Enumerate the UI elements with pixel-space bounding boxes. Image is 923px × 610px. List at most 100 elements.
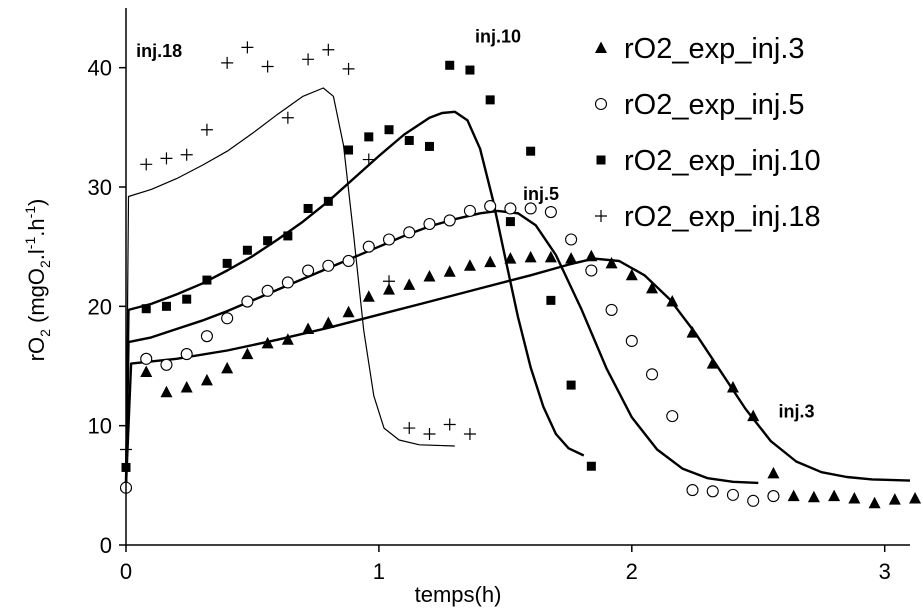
data-point-square — [263, 236, 273, 246]
y-axis-ticks: 0 10 20 30 40 — [88, 56, 126, 558]
y-tick-label: 40 — [88, 56, 112, 81]
y-tick-label: 20 — [88, 294, 112, 319]
data-point-square — [384, 125, 394, 135]
data-point-triangle — [200, 373, 213, 386]
axes: 0 10 20 30 40 0 1 2 3 — [88, 8, 910, 584]
data-point-circle — [342, 254, 355, 268]
data-point-circle — [322, 259, 335, 272]
data-point-circle — [423, 217, 436, 231]
data-point-plus — [383, 275, 396, 288]
data-point-plus — [241, 41, 254, 54]
data-point-plus — [443, 418, 456, 431]
y-tick-label: 30 — [88, 175, 112, 200]
annotation-label: inj.3 — [778, 401, 814, 421]
model-curve-inj-10 — [124, 110, 585, 486]
data-point-circle — [544, 206, 557, 219]
data-point-triangle — [362, 290, 375, 302]
data-point-triangle — [342, 305, 355, 318]
curve-annotations: inj.18 inj.10 inj.5 inj.3 — [136, 27, 814, 422]
data-point-circle — [706, 485, 719, 498]
data-point-triangle — [221, 361, 234, 374]
model-curve-inj-3 — [124, 257, 911, 486]
data-point-circle — [565, 233, 578, 246]
series-triangle — [120, 249, 922, 509]
data-point-circle — [241, 295, 254, 308]
data-point-square — [364, 132, 374, 142]
data-point-triangle — [646, 281, 659, 294]
x-tick-label: 0 — [120, 559, 132, 584]
data-point-plus — [221, 56, 234, 69]
data-point-circle — [504, 202, 517, 215]
model-curve-inj-5 — [124, 209, 759, 486]
y-axis-title-close: ) — [24, 199, 49, 206]
data-point-circle — [625, 334, 638, 347]
data-point-triangle — [383, 283, 396, 295]
y-axis-title-unit: (mgO — [24, 268, 49, 329]
data-point-triangle — [180, 380, 193, 393]
data-point-circle — [200, 330, 213, 343]
legend-label: rO2_exp_inj.18 — [624, 201, 821, 233]
data-point-square — [202, 275, 212, 285]
data-point-triangle — [706, 357, 719, 369]
data-point-plus — [302, 53, 315, 66]
data-point-triangle — [686, 326, 699, 338]
y-axis-title-sup2: -1 — [22, 206, 38, 219]
legend-item: rO2_exp_inj.5 — [594, 89, 805, 121]
data-point-circle — [463, 204, 476, 217]
x-axis-title: temps(h) — [415, 582, 502, 607]
data-point-square — [303, 203, 313, 213]
data-point-circle — [666, 410, 679, 423]
data-point-square — [424, 141, 434, 151]
data-point-circle — [403, 226, 416, 239]
x-tick-label: 3 — [879, 559, 891, 584]
data-point-circle — [585, 264, 598, 277]
legend-marker-circle — [594, 97, 608, 111]
data-point-triangle — [585, 249, 598, 262]
data-point-triangle — [322, 316, 335, 329]
legend-item: rO2_exp_inj.10 — [596, 145, 821, 177]
plot-area: inj.18 inj.10 inj.5 inj.3 — [119, 27, 922, 509]
data-point-triangle — [868, 496, 881, 509]
data-point-triangle — [828, 489, 841, 502]
data-point-square — [404, 135, 414, 145]
y-axis-title-mid: .h — [24, 218, 49, 236]
data-point-triangle — [747, 409, 760, 422]
y-axis-title-unit-sub: 2 — [37, 260, 53, 268]
data-point-plus — [403, 422, 416, 435]
model-curve-inj-18 — [125, 87, 455, 486]
data-point-circle — [686, 484, 699, 497]
data-point-triangle — [524, 250, 537, 263]
data-point-plus — [140, 158, 153, 171]
data-point-square — [526, 146, 536, 156]
data-point-square — [242, 245, 252, 255]
legend-marker-plus — [595, 210, 607, 222]
data-point-triangle — [888, 493, 901, 505]
data-point-triangle — [848, 491, 861, 504]
y-tick-label: 10 — [88, 414, 112, 439]
data-point-square — [505, 217, 515, 227]
data-point-plus — [423, 428, 436, 441]
data-point-triangle — [281, 333, 294, 345]
data-point-triangle — [544, 250, 557, 263]
data-point-square — [445, 60, 455, 70]
data-point-triangle — [767, 466, 780, 479]
x-tick-label: 2 — [626, 559, 638, 584]
data-point-plus — [261, 60, 274, 73]
legend-marker-square — [596, 155, 606, 165]
data-point-circle — [281, 276, 294, 289]
data-point-triangle — [504, 252, 517, 264]
data-point-triangle — [261, 336, 274, 349]
data-point-square — [283, 231, 293, 241]
data-point-triangle — [605, 256, 618, 269]
data-point-triangle — [565, 252, 578, 264]
data-point-plus — [463, 428, 476, 441]
annotation-label: inj.10 — [475, 27, 521, 47]
y-axis-title-sup1: -1 — [22, 237, 38, 250]
x-axis-ticks: 0 1 2 3 — [120, 545, 891, 584]
data-point-circle — [362, 240, 375, 253]
data-point-circle — [605, 303, 618, 316]
y-axis-title-unit-rest: .l — [24, 249, 49, 260]
data-point-circle — [382, 233, 396, 246]
data-point-triangle — [140, 365, 153, 377]
data-point-plus — [322, 43, 335, 56]
